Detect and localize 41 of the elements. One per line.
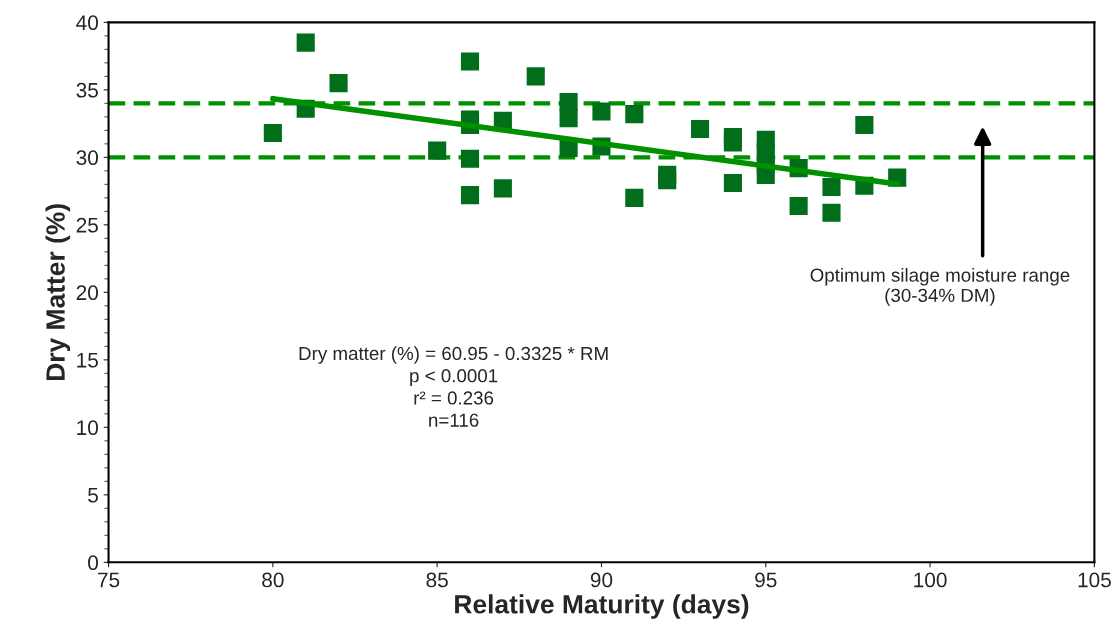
y-tick-label: 25 — [76, 217, 98, 233]
annotation: Optimum silage moisture range (30-34% DM) — [810, 268, 1070, 306]
point — [559, 109, 578, 128]
x-tick-label: 90 — [590, 572, 613, 588]
y-tick-label: 20 — [76, 285, 99, 301]
point — [460, 52, 480, 71]
x-tick-label: 100 — [914, 572, 947, 588]
x-tick-label: 95 — [755, 572, 777, 588]
point — [822, 178, 841, 197]
point — [822, 203, 841, 222]
x-tick-label: 75 — [98, 572, 120, 588]
point — [625, 188, 644, 207]
point — [329, 74, 348, 93]
point — [855, 115, 874, 135]
point — [723, 133, 742, 152]
point — [625, 105, 644, 124]
x-tick-label: 85 — [426, 572, 448, 588]
point — [690, 119, 710, 139]
x-axis-title: Relative Maturity (days) — [455, 594, 749, 619]
point — [658, 171, 677, 190]
point — [460, 186, 480, 205]
y-tick-label: 0 — [88, 555, 99, 571]
y-tick-label: 30 — [76, 150, 99, 166]
point — [526, 67, 545, 86]
y-tick-label: 40 — [76, 15, 99, 31]
point — [493, 179, 512, 198]
point — [428, 141, 447, 160]
annotation: Dry matter (%) = 60.95 - 0.3325 * RM p < 0.0001 r² = 0.236 n=116 — [299, 346, 608, 427]
y-tick-label: 35 — [76, 82, 98, 98]
point — [263, 124, 282, 143]
y-axis-title: Dry Matter (%) — [45, 204, 71, 381]
point — [296, 33, 315, 52]
point — [460, 149, 480, 168]
x-tick-label: 105 — [1078, 572, 1111, 588]
y-tick-label: 10 — [77, 420, 99, 436]
y-tick-label: 5 — [88, 488, 98, 503]
point — [592, 102, 611, 121]
point — [789, 196, 808, 215]
x-tick-label: 80 — [262, 572, 284, 588]
point — [723, 173, 742, 193]
y-tick-label: 15 — [77, 353, 98, 368]
